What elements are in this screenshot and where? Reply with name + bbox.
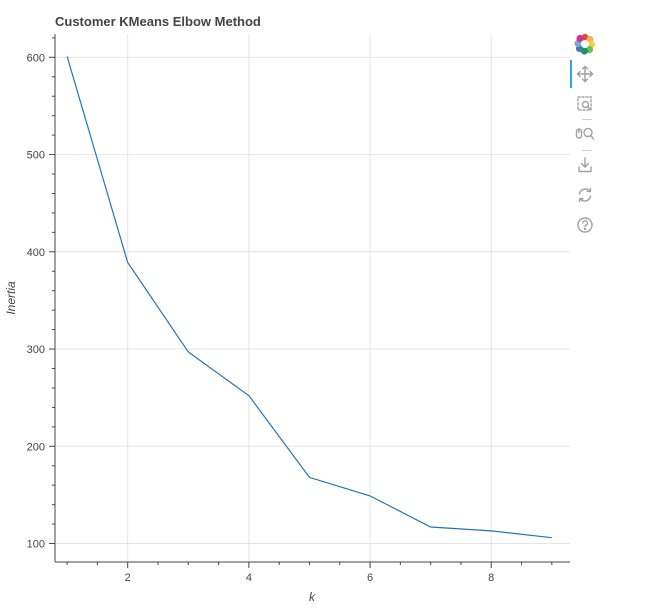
x-tick-label: 4 [246, 572, 252, 584]
reset-icon[interactable] [570, 182, 600, 208]
toolbar-separator [582, 150, 592, 151]
y-ticks: 100 200 300 400 500 600 [27, 37, 55, 551]
data-point [186, 350, 190, 354]
box-zoom-icon[interactable] [570, 91, 600, 117]
data-point [247, 394, 251, 398]
data-point [368, 494, 372, 498]
x-ticks: 2 4 6 8 [66, 562, 553, 584]
y-tick-label: 200 [27, 441, 45, 453]
save-icon[interactable] [570, 152, 600, 178]
data-point [489, 529, 493, 533]
axes [54, 34, 570, 563]
chart-title: Customer KMeans Elbow Method [55, 14, 261, 29]
y-tick-label: 600 [27, 52, 45, 64]
data-point [65, 54, 69, 58]
y-axis-label: Inertia [4, 281, 18, 315]
x-tick-label: 2 [125, 572, 131, 584]
x-tick-label: 8 [488, 572, 494, 584]
x-tick-label: 6 [367, 572, 373, 584]
y-tick-label: 500 [27, 150, 45, 162]
y-tick-label: 400 [27, 247, 45, 259]
help-icon[interactable] [570, 212, 600, 238]
bokeh-logo-icon[interactable] [570, 31, 600, 57]
x-axis-label: k [309, 590, 316, 604]
toolbar-separator [582, 119, 592, 120]
series-line [66, 56, 552, 539]
data-point [126, 261, 130, 265]
pan-icon[interactable] [570, 61, 600, 87]
data-point [550, 536, 554, 540]
grid [55, 34, 570, 562]
series-group [65, 54, 554, 540]
data-point [307, 475, 311, 479]
y-tick-label: 300 [27, 344, 45, 356]
y-tick-label: 100 [27, 539, 45, 551]
active-tool-indicator [570, 60, 572, 88]
wheel-zoom-icon[interactable] [570, 121, 600, 147]
data-point [429, 525, 433, 529]
